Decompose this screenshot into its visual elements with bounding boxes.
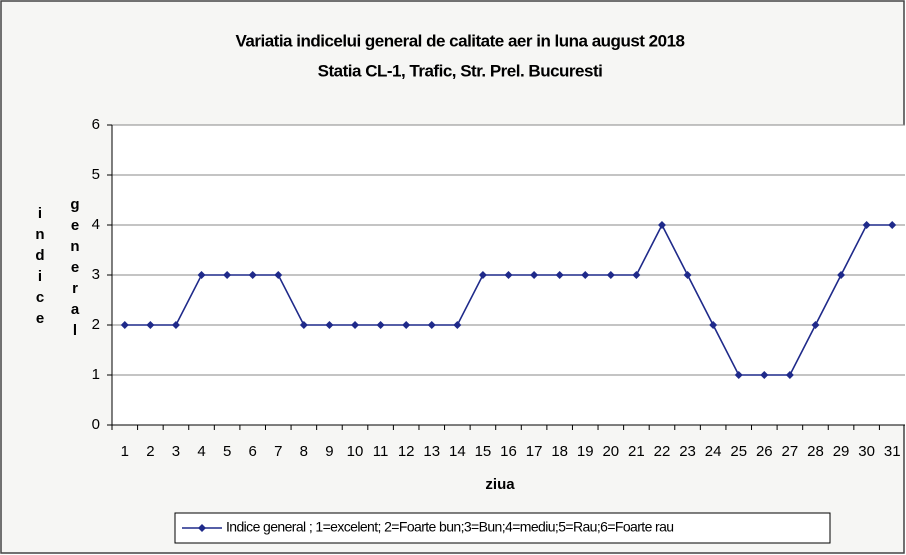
x-tick-label: 25 [730,443,747,460]
chart-subtitle: Statia CL-1, Trafic, Str. Prel. Bucurest… [318,61,603,80]
data-point [376,321,385,329]
data-point [657,221,666,229]
data-point [478,271,487,279]
data-point [581,271,590,279]
x-tick-label: 21 [628,443,645,460]
data-point [530,271,539,279]
y-tick-label: 0 [92,416,100,433]
data-point [760,371,769,379]
data-point [120,321,129,329]
chart-title: Variatia indicelui general de calitate a… [236,31,685,50]
data-point [248,271,257,279]
x-tick-label: 18 [551,443,568,460]
x-tick-label: 31 [884,443,901,460]
data-point [632,271,641,279]
y-tick-label: 6 [92,116,100,133]
x-tick-label: 16 [500,443,517,460]
data-point [223,271,232,279]
data-point [837,271,846,279]
data-point [453,321,462,329]
data-point [811,321,820,329]
data-point [862,221,871,229]
x-tick-label: 9 [325,443,333,460]
x-tick-label: 13 [423,443,440,460]
x-tick-label: 24 [705,443,722,460]
y-tick-label: 1 [92,366,100,383]
y-tick-label: 3 [92,266,100,283]
data-point [325,321,334,329]
x-tick-label: 15 [475,443,492,460]
data-point [734,371,743,379]
x-tick-label: 11 [373,443,389,460]
x-tick-label: 5 [223,443,231,460]
x-axis-label: ziua [485,476,515,493]
x-tick-label: 12 [398,443,415,460]
x-tick-label: 30 [858,443,875,460]
x-tick-label: 19 [577,443,594,460]
data-point [555,271,564,279]
legend-marker [198,524,206,532]
x-tick-label: 22 [654,443,671,460]
data-point [171,321,180,329]
y-axis-label: general [67,196,84,343]
x-tick-label: 3 [172,443,180,460]
y-axis-label: indice [32,205,49,331]
legend-box [174,512,831,544]
y-tick-label: 2 [92,316,100,333]
data-point [197,271,206,279]
data-point [402,321,411,329]
x-tick-label: 4 [197,443,205,460]
data-point [504,271,513,279]
x-tick-label: 28 [807,443,824,460]
data-point [683,271,692,279]
data-point [146,321,155,329]
data-point [299,321,308,329]
x-tick-label: 26 [756,443,773,460]
data-point [785,371,794,379]
y-tick-label: 4 [92,216,100,233]
y-tick-label: 5 [92,166,100,183]
legend-label: Indice general ; 1=excelent; 2=Foarte bu… [226,519,674,535]
x-tick-label: 29 [833,443,850,460]
data-point [427,321,436,329]
data-point [888,221,897,229]
x-tick-label: 14 [449,443,466,460]
x-tick-label: 7 [274,443,282,460]
data-point [351,321,360,329]
data-point [709,321,718,329]
x-tick-label: 2 [146,443,154,460]
x-tick-label: 17 [526,443,543,460]
x-tick-label: 8 [300,443,308,460]
data-point [274,271,283,279]
x-tick-label: 1 [121,443,129,460]
x-tick-label: 23 [679,443,696,460]
x-tick-label: 27 [782,443,799,460]
x-tick-label: 20 [602,443,619,460]
data-point [606,271,615,279]
x-tick-label: 10 [347,443,364,460]
x-tick-label: 6 [249,443,257,460]
